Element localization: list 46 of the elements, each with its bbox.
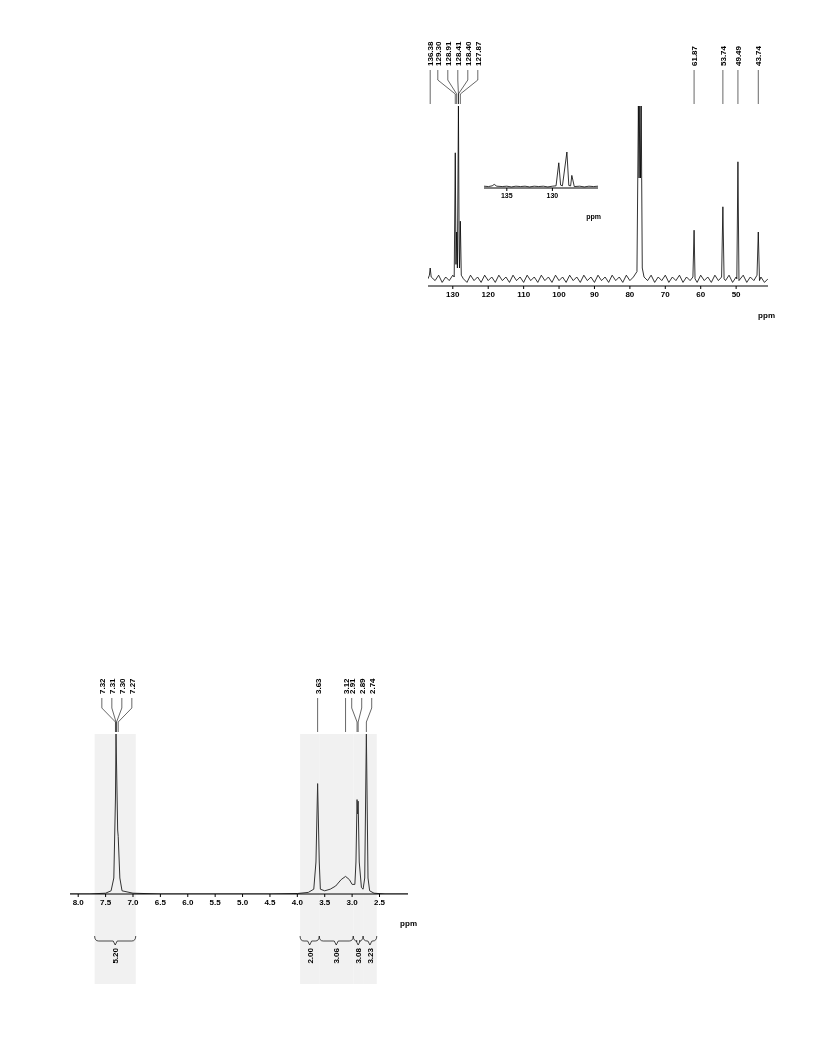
annotation: 7.30 (117, 677, 127, 694)
band-label: 2.00 (305, 947, 315, 964)
x-tick-label: 8.0 (72, 897, 85, 907)
annotation: 2.74 (367, 677, 377, 694)
annotation: 128.40 (463, 40, 473, 66)
annotation: 7.27 (127, 677, 137, 694)
annotation: 3.63 (313, 677, 323, 694)
x-axis-title: ppm (400, 919, 417, 928)
x-tick-label: 3.0 (346, 897, 359, 907)
annotation: 43.74 (754, 45, 764, 66)
x-tick-label: 80 (625, 289, 635, 299)
annotation: 3.12 (341, 677, 351, 694)
band-label: 3.08 (354, 947, 364, 964)
band-label: 3.06 (332, 947, 342, 964)
annotation: 61.87 (690, 45, 700, 66)
annotation: 128.41 (453, 40, 463, 66)
annotation: 127.87 (473, 40, 483, 66)
x-tick-label: 4.5 (264, 897, 277, 907)
annotation: 128.91 (443, 40, 453, 66)
annotation: 53.74 (718, 45, 728, 66)
x-tick-label: 110 (517, 289, 531, 299)
x-tick-label: 90 (590, 289, 600, 299)
band-label: 3.23 (365, 947, 375, 964)
x-tick-label: 70 (660, 289, 671, 299)
x-tick-label: 6.5 (154, 897, 167, 907)
x-tick-label: 4.0 (291, 897, 304, 907)
band-label: 5.20 (111, 947, 121, 964)
annotation: 7.31 (107, 677, 117, 694)
x-tick-label: 5.0 (237, 897, 249, 907)
annotation: 129.30 (433, 40, 443, 66)
x-tick-label: 60 (696, 289, 706, 299)
x-tick-label: 7.5 (100, 897, 112, 907)
x-tick-label: 50 (731, 289, 742, 299)
x-tick-label: 130 (446, 289, 461, 299)
annotation: 49.49 (733, 45, 743, 66)
x-tick-label: 7.0 (127, 897, 140, 907)
annotation: 2.89 (357, 677, 367, 694)
x-tick-label: 120 (481, 289, 496, 299)
x-tick-label: 3.5 (319, 897, 331, 907)
x-tick-label: 5.5 (209, 897, 222, 907)
annotation: 7.32 (97, 677, 107, 694)
x-tick-label: 100 (552, 289, 567, 299)
annotation: 136.38 (426, 40, 436, 66)
x-axis-title: ppm (758, 311, 775, 320)
x-tick-label: 2.5 (373, 897, 386, 907)
x-tick-label: 6.0 (182, 897, 194, 907)
